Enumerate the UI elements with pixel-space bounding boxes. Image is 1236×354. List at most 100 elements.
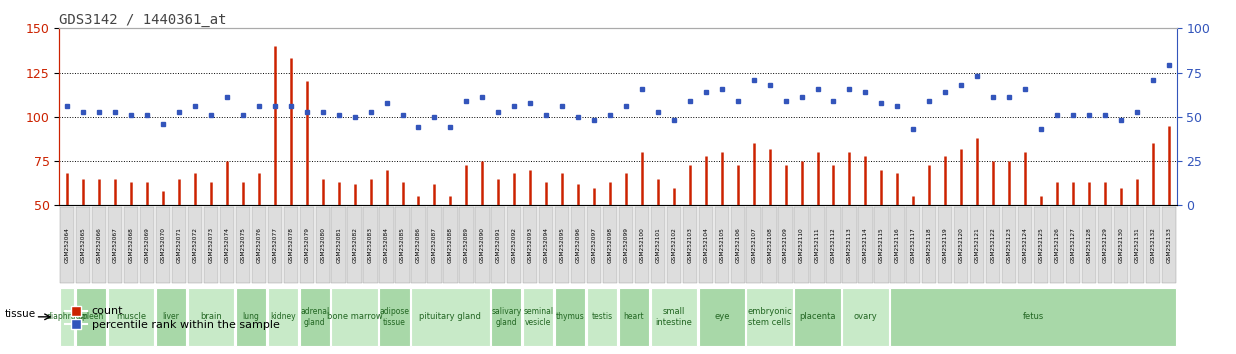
FancyBboxPatch shape xyxy=(938,207,953,283)
FancyBboxPatch shape xyxy=(986,207,1000,283)
Text: GSM252084: GSM252084 xyxy=(384,227,389,263)
FancyBboxPatch shape xyxy=(922,207,937,283)
Text: small
intestine: small intestine xyxy=(655,307,692,326)
Text: GSM252115: GSM252115 xyxy=(879,227,884,263)
FancyBboxPatch shape xyxy=(156,288,187,346)
Text: GSM252094: GSM252094 xyxy=(544,227,549,263)
FancyBboxPatch shape xyxy=(236,288,266,346)
Text: GSM252077: GSM252077 xyxy=(272,227,277,263)
FancyBboxPatch shape xyxy=(1146,207,1159,283)
FancyBboxPatch shape xyxy=(1082,207,1096,283)
FancyBboxPatch shape xyxy=(507,207,522,283)
FancyBboxPatch shape xyxy=(698,288,745,346)
FancyBboxPatch shape xyxy=(811,207,824,283)
FancyBboxPatch shape xyxy=(1033,207,1048,283)
Text: GSM252082: GSM252082 xyxy=(352,227,357,263)
Text: GSM252070: GSM252070 xyxy=(161,227,166,263)
Text: GSM252113: GSM252113 xyxy=(847,227,852,263)
FancyBboxPatch shape xyxy=(890,207,905,283)
Text: GSM252090: GSM252090 xyxy=(480,227,485,263)
Text: diaphragm: diaphragm xyxy=(47,312,88,321)
Text: GSM252069: GSM252069 xyxy=(145,227,150,263)
FancyBboxPatch shape xyxy=(379,207,394,283)
Text: GSM252116: GSM252116 xyxy=(895,227,900,263)
Text: GSM252103: GSM252103 xyxy=(687,227,692,263)
Text: GSM252127: GSM252127 xyxy=(1070,227,1075,263)
Text: GSM252105: GSM252105 xyxy=(719,227,724,263)
Text: embryonic
stem cells: embryonic stem cells xyxy=(748,307,792,326)
FancyBboxPatch shape xyxy=(396,207,409,283)
Text: GSM252074: GSM252074 xyxy=(225,227,230,263)
FancyBboxPatch shape xyxy=(299,288,330,346)
Text: GSM252122: GSM252122 xyxy=(990,227,996,263)
Text: GDS3142 / 1440361_at: GDS3142 / 1440361_at xyxy=(59,13,227,27)
FancyBboxPatch shape xyxy=(795,288,840,346)
FancyBboxPatch shape xyxy=(61,207,74,283)
FancyBboxPatch shape xyxy=(428,207,441,283)
FancyBboxPatch shape xyxy=(763,207,776,283)
FancyBboxPatch shape xyxy=(77,207,90,283)
Text: GSM252119: GSM252119 xyxy=(943,227,948,263)
FancyBboxPatch shape xyxy=(523,288,554,346)
FancyBboxPatch shape xyxy=(347,207,362,283)
Text: GSM252085: GSM252085 xyxy=(400,227,405,263)
Text: GSM252071: GSM252071 xyxy=(177,227,182,263)
FancyBboxPatch shape xyxy=(315,207,330,283)
Text: GSM252067: GSM252067 xyxy=(112,227,117,263)
Text: GSM252096: GSM252096 xyxy=(576,227,581,263)
Text: GSM252104: GSM252104 xyxy=(703,227,708,263)
FancyBboxPatch shape xyxy=(188,288,234,346)
Text: GSM252131: GSM252131 xyxy=(1135,227,1140,263)
FancyBboxPatch shape xyxy=(363,207,378,283)
FancyBboxPatch shape xyxy=(252,207,266,283)
Text: spleen: spleen xyxy=(79,312,104,321)
Text: GSM252075: GSM252075 xyxy=(240,227,246,263)
FancyBboxPatch shape xyxy=(108,288,154,346)
Text: GSM252073: GSM252073 xyxy=(209,227,214,263)
FancyBboxPatch shape xyxy=(61,288,74,346)
Text: GSM252123: GSM252123 xyxy=(1006,227,1011,263)
FancyBboxPatch shape xyxy=(268,207,282,283)
Text: GSM252099: GSM252099 xyxy=(623,227,628,263)
FancyBboxPatch shape xyxy=(412,288,489,346)
Text: pituitary gland: pituitary gland xyxy=(419,312,481,321)
FancyBboxPatch shape xyxy=(140,207,154,283)
FancyBboxPatch shape xyxy=(571,207,586,283)
FancyBboxPatch shape xyxy=(188,207,203,283)
Text: GSM252121: GSM252121 xyxy=(975,227,980,263)
Text: GSM252132: GSM252132 xyxy=(1151,227,1156,263)
FancyBboxPatch shape xyxy=(523,207,538,283)
FancyBboxPatch shape xyxy=(1018,207,1032,283)
FancyBboxPatch shape xyxy=(299,207,314,283)
Text: liver: liver xyxy=(163,312,179,321)
Text: GSM252081: GSM252081 xyxy=(336,227,341,263)
FancyBboxPatch shape xyxy=(779,207,792,283)
Text: GSM252088: GSM252088 xyxy=(447,227,452,263)
Text: GSM252128: GSM252128 xyxy=(1086,227,1091,263)
FancyBboxPatch shape xyxy=(747,207,761,283)
FancyBboxPatch shape xyxy=(650,288,697,346)
FancyBboxPatch shape xyxy=(698,207,713,283)
Legend: count, percentile rank within the sample: count, percentile rank within the sample xyxy=(64,307,279,330)
Text: GSM252068: GSM252068 xyxy=(129,227,133,263)
Text: GSM252064: GSM252064 xyxy=(64,227,69,263)
FancyBboxPatch shape xyxy=(714,207,729,283)
FancyBboxPatch shape xyxy=(587,288,617,346)
Text: GSM252083: GSM252083 xyxy=(368,227,373,263)
Text: placenta: placenta xyxy=(800,312,836,321)
FancyBboxPatch shape xyxy=(747,288,792,346)
Text: GSM252129: GSM252129 xyxy=(1103,227,1107,263)
Text: GSM252066: GSM252066 xyxy=(96,227,101,263)
Text: GSM252079: GSM252079 xyxy=(304,227,309,263)
FancyBboxPatch shape xyxy=(619,288,649,346)
FancyBboxPatch shape xyxy=(1130,207,1145,283)
FancyBboxPatch shape xyxy=(1065,207,1080,283)
FancyBboxPatch shape xyxy=(682,207,697,283)
FancyBboxPatch shape xyxy=(603,207,617,283)
FancyBboxPatch shape xyxy=(108,207,122,283)
FancyBboxPatch shape xyxy=(587,207,601,283)
FancyBboxPatch shape xyxy=(379,288,409,346)
FancyBboxPatch shape xyxy=(444,207,457,283)
FancyBboxPatch shape xyxy=(412,207,425,283)
Text: fetus: fetus xyxy=(1022,312,1043,321)
